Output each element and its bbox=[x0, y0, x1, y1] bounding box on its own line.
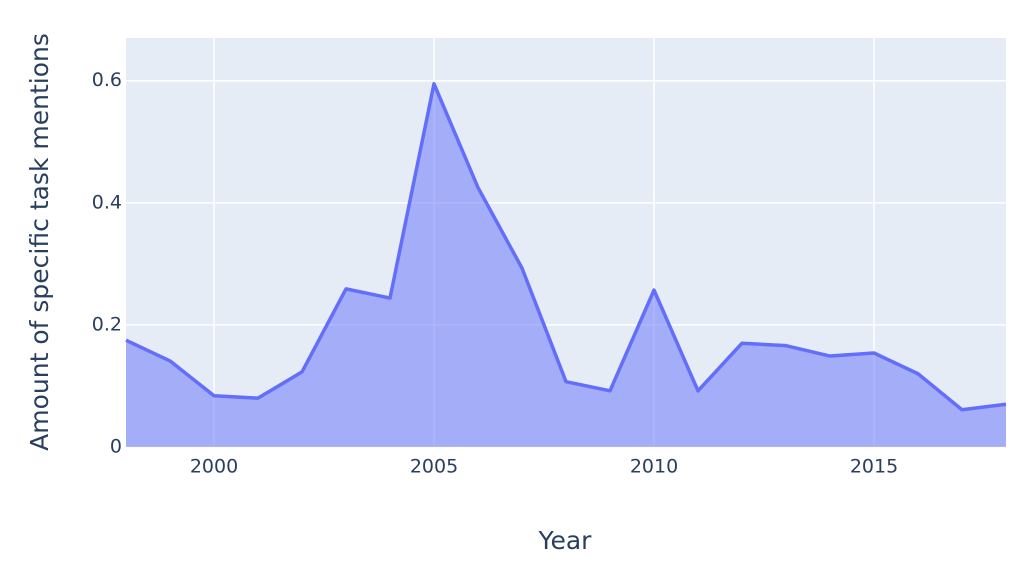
x-tick-label: 2000 bbox=[190, 456, 238, 478]
y-tick-label: 0.2 bbox=[92, 313, 122, 335]
y-tick-label: 0 bbox=[110, 436, 122, 458]
area-fill bbox=[126, 83, 1006, 448]
y-tick-label: 0.6 bbox=[92, 69, 122, 91]
y-axis-title: Amount of specific task mentions bbox=[25, 33, 54, 451]
area-line bbox=[125, 82, 1007, 412]
x-axis-title: Year bbox=[538, 526, 593, 555]
y-tick-label: 0.4 bbox=[92, 191, 122, 213]
x-tick-label: 2015 bbox=[850, 456, 898, 478]
x-tick-label: 2010 bbox=[630, 456, 678, 478]
x-tick-label: 2005 bbox=[410, 456, 458, 478]
